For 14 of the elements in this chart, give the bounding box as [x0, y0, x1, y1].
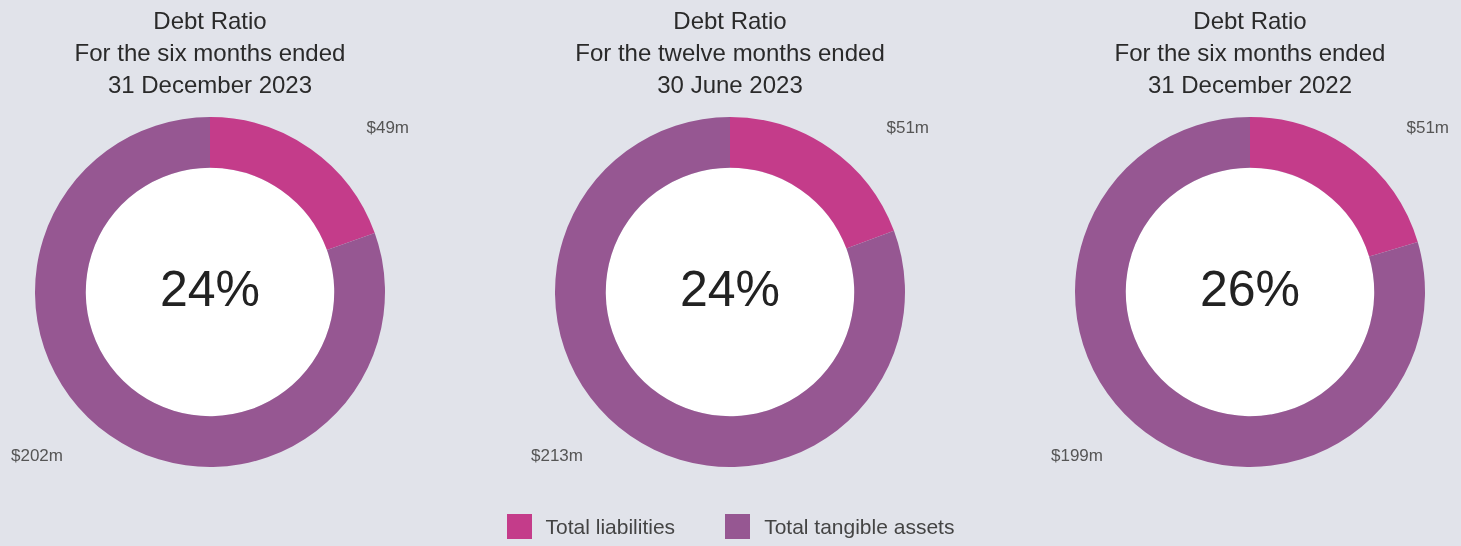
data-label: $49m [366, 117, 409, 137]
chart-title: Debt Ratio For the six months ended 31 December 2022 [1113, 6, 1387, 100]
data-label: $51m [886, 117, 929, 137]
chart-title: Debt Ratio For the twelve months ended 30 June 2023 [574, 6, 886, 100]
data-label: $51m [1406, 117, 1449, 137]
data-label: $202m [11, 445, 63, 465]
legend-label: Total tangible assets [764, 514, 955, 539]
text: 26% [1199, 260, 1301, 317]
chart-title: Debt Ratio For the six months ended 31 December 2023 [73, 6, 347, 100]
data-label: $199m [1051, 445, 1103, 465]
legend-label: Total liabilities [545, 514, 676, 539]
data-label: $213m [531, 445, 583, 465]
text: 24% [679, 260, 781, 317]
text: 24% [159, 260, 261, 317]
